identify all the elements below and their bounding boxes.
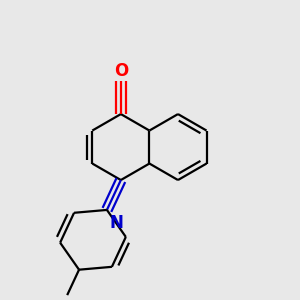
Text: N: N (109, 214, 123, 232)
Text: O: O (114, 61, 128, 80)
